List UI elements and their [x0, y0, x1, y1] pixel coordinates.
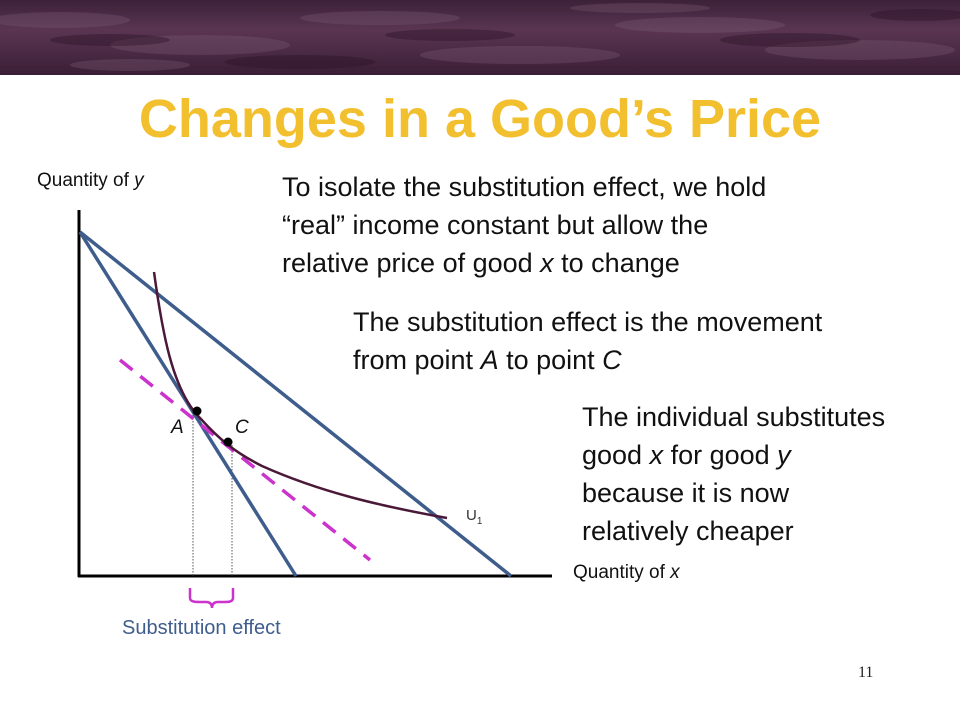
x-axis-label: Quantity of x — [573, 562, 680, 584]
text-line: good x for good y — [582, 440, 791, 470]
point-a-dot — [192, 406, 202, 416]
text-line: from point A to point C — [353, 345, 622, 375]
point-c-label: C — [235, 417, 249, 438]
y-axis-label-text: Quantity of y — [37, 170, 144, 191]
compensated-budget-line — [118, 358, 372, 562]
text-block-substitutes: The individual substitutes good x for go… — [582, 398, 885, 550]
indifference-curve-u1 — [152, 271, 448, 520]
header-banner — [0, 0, 960, 75]
point-a-label: A — [171, 417, 184, 438]
substitution-effect-label: Substitution effect — [122, 617, 281, 639]
substitution-bracket — [188, 588, 235, 609]
curve-label-u1: U1 — [466, 507, 482, 527]
text-block-isolate: To isolate the substitution effect, we h… — [282, 168, 766, 282]
text-line: because it is now — [582, 478, 790, 508]
x-axis-label-text: Quantity of x — [573, 562, 680, 583]
text-line: relative price of good x to change — [282, 248, 680, 278]
page-number: 11 — [858, 664, 874, 681]
point-c-dot — [223, 437, 233, 447]
text-line: To isolate the substitution effect, we h… — [282, 172, 767, 202]
text-line: The substitution effect is the movement — [353, 307, 823, 337]
text-line: relatively cheaper — [582, 516, 794, 546]
banner-texture — [0, 3, 960, 71]
budget-line-new — [78, 230, 513, 578]
text-line: The individual substitutes — [582, 402, 886, 432]
text-block-movement: The substitution effect is the movement … — [353, 303, 822, 379]
curve-label-subscript: 1 — [476, 516, 483, 527]
curve-label-text: U — [466, 507, 477, 524]
slide-title: Changes in a Good’s Price — [138, 89, 822, 149]
text-line: “real” income constant but allow the — [282, 210, 709, 240]
y-axis-label: Quantity of y — [37, 170, 144, 192]
